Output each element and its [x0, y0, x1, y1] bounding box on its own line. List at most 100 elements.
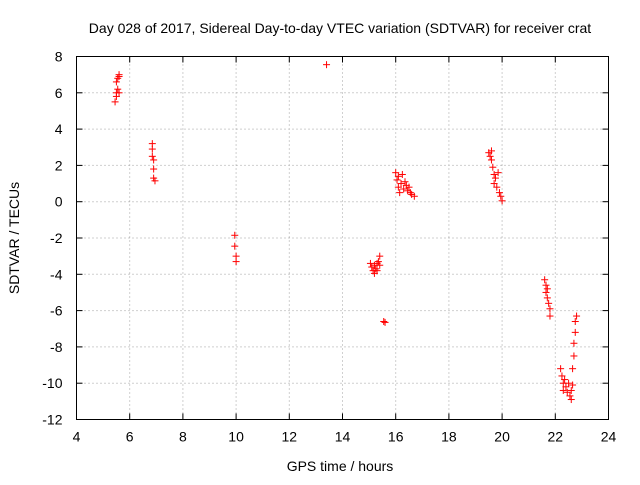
- data-point: [570, 352, 578, 360]
- y-tick-label: -12: [42, 412, 62, 428]
- x-tick-label: 14: [335, 429, 351, 445]
- data-point: [394, 183, 402, 191]
- data-point: [406, 189, 414, 197]
- data-point: [490, 180, 498, 188]
- data-point: [114, 74, 122, 82]
- data-point: [231, 242, 239, 250]
- data-point: [563, 388, 571, 396]
- x-tick-label: 16: [388, 429, 404, 445]
- data-point: [570, 339, 578, 347]
- x-tick-label: 10: [228, 429, 244, 445]
- data-point: [400, 185, 408, 193]
- data-point: [490, 170, 498, 178]
- data-point: [366, 259, 374, 267]
- data-point: [565, 379, 573, 387]
- data-point: [543, 285, 551, 293]
- data-point: [487, 156, 495, 164]
- data-point: [381, 318, 389, 326]
- y-tick-label: -8: [50, 339, 63, 355]
- data-point: [489, 163, 497, 171]
- y-axis-label: SDTVAR / TECUs: [6, 182, 22, 294]
- data-point: [374, 258, 382, 266]
- data-point: [150, 156, 158, 164]
- data-point: [487, 147, 495, 155]
- data-point: [323, 61, 331, 69]
- data-point: [543, 294, 551, 302]
- y-tick-label: 8: [55, 49, 63, 65]
- data-point: [148, 145, 156, 153]
- data-point: [396, 189, 404, 197]
- data-point: [405, 183, 413, 191]
- y-tick-label: -2: [50, 230, 63, 246]
- data-point: [401, 178, 409, 186]
- data-point: [571, 317, 579, 325]
- data-point: [486, 152, 494, 160]
- y-tick-label: 4: [55, 121, 63, 137]
- data-point: [111, 98, 119, 106]
- data-point: [571, 328, 579, 336]
- y-tick-label: 6: [55, 85, 63, 101]
- data-point: [497, 192, 505, 200]
- data-point: [562, 383, 570, 391]
- data-point: [561, 376, 569, 384]
- data-point: [498, 197, 506, 205]
- x-axis-label: GPS time / hours: [287, 458, 394, 474]
- data-point: [541, 276, 549, 284]
- data-point: [372, 265, 380, 273]
- data-point: [491, 174, 499, 182]
- data-point: [231, 231, 239, 239]
- plot-frame: [76, 56, 609, 420]
- data-point: [394, 172, 402, 180]
- x-tick-label: 8: [179, 429, 187, 445]
- data-point: [546, 305, 554, 313]
- data-point: [376, 261, 384, 269]
- data-point: [114, 85, 122, 93]
- data-point: [115, 89, 123, 97]
- data-point: [398, 170, 406, 178]
- x-tick-label: 24: [601, 429, 617, 445]
- y-tick-label: 0: [55, 194, 63, 210]
- data-point: [493, 183, 501, 191]
- data-point: [495, 189, 503, 197]
- x-tick-label: 22: [548, 429, 564, 445]
- y-tick-label: -6: [50, 303, 63, 319]
- data-point: [494, 169, 502, 177]
- data-point: [567, 396, 575, 404]
- data-point: [148, 152, 156, 160]
- data-point: [397, 180, 405, 188]
- data-point: [559, 386, 567, 394]
- x-tick-label: 20: [494, 429, 510, 445]
- data-point: [546, 312, 554, 320]
- data-point: [542, 281, 550, 289]
- data-point: [232, 258, 240, 266]
- data-points: [111, 61, 581, 404]
- chart-title: Day 028 of 2017, Sidereal Day-to-day VTE…: [89, 20, 591, 36]
- y-tick-label: -4: [50, 266, 63, 282]
- data-point: [150, 165, 158, 173]
- data-point: [566, 392, 574, 400]
- data-point: [380, 317, 388, 325]
- data-point: [112, 78, 120, 86]
- grid: [76, 56, 609, 420]
- data-point: [410, 192, 418, 200]
- data-point: [558, 372, 566, 380]
- x-tick-label: 6: [126, 429, 134, 445]
- data-point: [573, 312, 581, 320]
- data-point: [392, 169, 400, 177]
- data-point: [569, 381, 577, 389]
- data-point: [393, 176, 401, 184]
- y-tick-label: 2: [55, 157, 63, 173]
- data-point: [373, 267, 381, 275]
- x-tick-label: 4: [73, 429, 81, 445]
- data-point: [376, 252, 384, 260]
- data-point: [569, 365, 577, 373]
- data-point: [151, 177, 159, 185]
- x-tick-label: 12: [282, 429, 298, 445]
- data-point: [545, 299, 553, 307]
- data-point: [567, 386, 575, 394]
- data-point: [542, 288, 550, 296]
- data-point: [557, 365, 565, 373]
